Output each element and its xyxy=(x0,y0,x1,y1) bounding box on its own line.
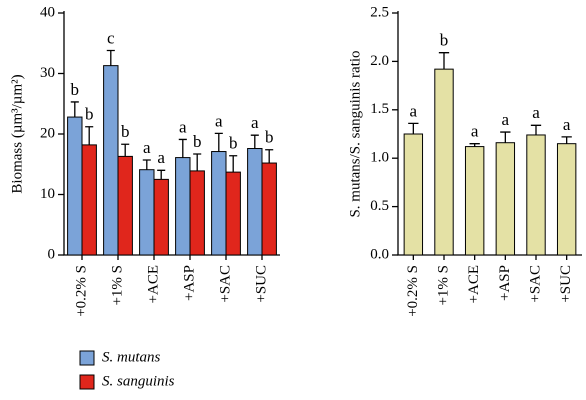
error-bar xyxy=(265,149,274,164)
x-tick-label: +ACE xyxy=(466,265,482,303)
y-axis-label: S. mutans/S. sanguinis ratio xyxy=(347,50,363,217)
y-tick-label: 10 xyxy=(40,186,55,202)
bar xyxy=(434,68,454,256)
bar xyxy=(139,169,155,256)
y-tick-label: 1.5 xyxy=(370,101,389,117)
y-tick-label: 1.0 xyxy=(370,150,389,166)
significance-letter: a xyxy=(143,138,151,157)
x-tick-label: +SAC xyxy=(527,265,543,303)
significance-letter: b xyxy=(121,122,130,141)
error-bar xyxy=(193,153,202,171)
significance-letter: a xyxy=(179,117,187,136)
significance-letter: b xyxy=(265,128,274,147)
bar xyxy=(247,148,263,256)
x-tick-label: +0.2% S xyxy=(73,265,89,317)
y-axis-label: Biomass (µm³/µm²) xyxy=(9,74,25,193)
y-tick-label: 20 xyxy=(40,125,55,141)
y-tick-label: 2.5 xyxy=(370,4,389,20)
bar xyxy=(103,65,119,256)
significance-letter: b xyxy=(229,134,238,153)
error-bar xyxy=(229,155,238,173)
significance-letter: b xyxy=(71,80,80,99)
error-bar xyxy=(106,49,115,66)
x-tick-label: +SUC xyxy=(558,265,574,303)
significance-letter: a xyxy=(157,148,165,167)
y-tick-label: 40 xyxy=(40,4,55,20)
bar xyxy=(526,134,546,256)
bar xyxy=(117,155,133,256)
error-bar xyxy=(214,132,223,152)
x-tick-label: +1% S xyxy=(109,265,125,306)
error-bar xyxy=(408,122,419,134)
error-bar xyxy=(157,169,166,180)
error-bar xyxy=(469,143,480,147)
significance-letter: a xyxy=(215,111,223,130)
bar xyxy=(225,171,241,256)
bar xyxy=(81,144,97,256)
significance-letter: a xyxy=(251,113,259,132)
legend-swatch xyxy=(79,350,95,366)
bar xyxy=(464,146,485,256)
significance-letter: a xyxy=(471,122,479,141)
bar xyxy=(495,142,516,256)
bar xyxy=(211,151,227,256)
y-tick-label: 0.0 xyxy=(370,246,389,262)
error-bar xyxy=(178,138,187,158)
significance-letter: b xyxy=(193,132,202,151)
significance-letter: a xyxy=(563,115,571,134)
bar xyxy=(261,162,277,256)
significance-letter: a xyxy=(410,101,418,120)
significance-letter: a xyxy=(502,110,510,129)
y-tick-label: 0.5 xyxy=(370,198,389,214)
significance-letter: c xyxy=(107,28,115,47)
legend-label: S. mutans xyxy=(102,349,161,365)
error-bar xyxy=(438,52,450,70)
significance-letter: b xyxy=(85,105,94,124)
x-tick-label: +0.2% S xyxy=(405,265,421,317)
x-tick-label: +SUC xyxy=(253,265,269,303)
error-bar xyxy=(530,124,542,135)
legend-label: S. sanguinis xyxy=(102,373,175,389)
axis-line xyxy=(397,11,582,256)
x-tick-label: +ASP xyxy=(181,265,197,301)
error-bar xyxy=(142,159,151,170)
bar xyxy=(189,170,205,256)
bar xyxy=(556,143,577,256)
bar xyxy=(403,133,424,256)
error-bar xyxy=(250,134,259,149)
x-tick-label: +1% S xyxy=(435,265,451,306)
legend-swatch xyxy=(79,374,95,390)
y-tick-label: 30 xyxy=(40,65,55,81)
error-bar xyxy=(500,131,511,143)
error-bar xyxy=(70,101,79,118)
significance-letter: a xyxy=(532,103,540,122)
error-bar xyxy=(121,143,130,157)
bar xyxy=(175,157,191,256)
x-tick-label: +ASP xyxy=(497,265,513,301)
significance-letter: b xyxy=(440,31,449,50)
y-tick-label: 2.0 xyxy=(370,53,389,69)
error-bar xyxy=(85,126,94,145)
bar xyxy=(67,116,83,256)
y-tick-label: 0 xyxy=(48,246,56,262)
error-bar xyxy=(561,136,572,144)
bar xyxy=(153,178,169,256)
x-tick-label: +ACE xyxy=(145,265,161,303)
x-tick-label: +SAC xyxy=(217,265,233,303)
